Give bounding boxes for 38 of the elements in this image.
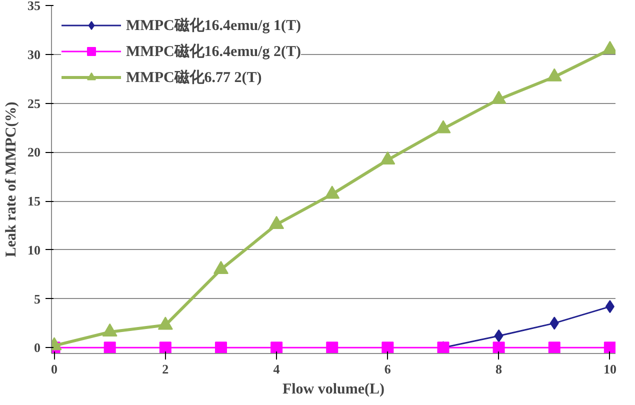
point bbox=[546, 68, 562, 82]
point bbox=[436, 120, 451, 134]
point bbox=[604, 342, 616, 354]
point bbox=[382, 342, 394, 354]
x-tick-label: 4 bbox=[273, 362, 280, 376]
legend-label: MMPC磁化16.4emu/g 2(T) bbox=[126, 42, 301, 60]
point bbox=[269, 216, 284, 230]
point bbox=[548, 342, 560, 354]
point bbox=[492, 342, 505, 354]
legend-label: MMPC磁化16.4emu/g 1(T) bbox=[126, 16, 301, 34]
legend-label: MMPC磁化6.77 2(T) bbox=[126, 68, 262, 86]
y-tick-label: 5 bbox=[34, 291, 41, 306]
point bbox=[380, 151, 396, 164]
point bbox=[270, 342, 283, 354]
point bbox=[494, 329, 504, 342]
point bbox=[550, 316, 559, 330]
y-axis-title: Leak rate of MMPC(%) bbox=[4, 102, 20, 258]
x-tick-label: 8 bbox=[496, 362, 503, 376]
point bbox=[326, 342, 338, 354]
point bbox=[605, 300, 614, 314]
x-tick-label: 10 bbox=[603, 362, 616, 376]
point bbox=[214, 342, 227, 354]
x-tick-label: 2 bbox=[162, 362, 169, 376]
y-tick-label: 35 bbox=[28, 0, 41, 13]
y-tick-label: 25 bbox=[28, 96, 41, 111]
point bbox=[491, 90, 506, 104]
y-tick-label: 0 bbox=[34, 340, 40, 356]
x-tick-label: 6 bbox=[384, 362, 392, 376]
y-tick-label: 20 bbox=[28, 144, 40, 160]
point bbox=[213, 260, 228, 274]
y-tick-label: 30 bbox=[28, 46, 40, 62]
y-tick-label: 15 bbox=[28, 194, 41, 209]
point bbox=[104, 342, 116, 354]
y-tick-label: 10 bbox=[28, 242, 40, 258]
x-tick-label: 0 bbox=[51, 362, 58, 376]
x-axis-title: Flow volume(L) bbox=[282, 382, 385, 398]
point bbox=[324, 186, 340, 199]
point bbox=[159, 342, 172, 354]
